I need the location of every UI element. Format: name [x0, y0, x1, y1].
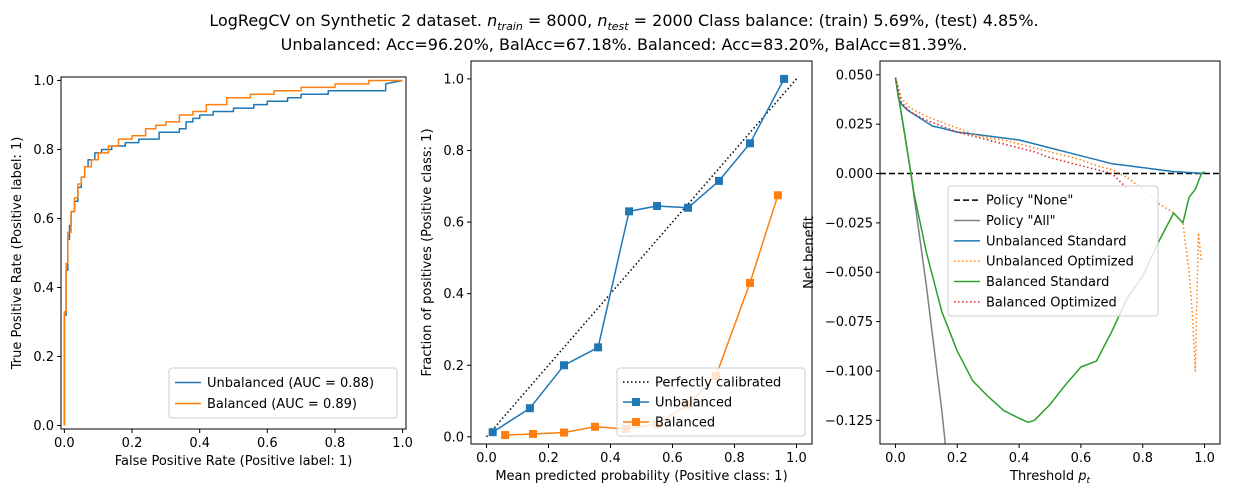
data-point-balanced — [746, 278, 754, 287]
legend-frame — [947, 185, 1159, 317]
legend-frame — [168, 367, 398, 419]
y-tick-label: 0.050 — [836, 68, 873, 83]
legend-label: Balanced Optimized — [986, 295, 1117, 310]
figure-title-line2: Unbalanced: Acc=96.20%, BalAcc=67.18%. B… — [281, 35, 968, 54]
x-tick-label: 1.0 — [1194, 451, 1215, 466]
data-point-unbalanced — [715, 176, 723, 185]
y-tick-label: 1.0 — [33, 74, 54, 89]
series-line-unbalanced-optimized — [894, 77, 1203, 372]
data-point-balanced — [501, 431, 510, 440]
x-tick-label: 0.8 — [325, 436, 346, 451]
data-point-balanced — [591, 422, 599, 431]
x-tick-label: 0.4 — [600, 451, 621, 466]
legend-label: Unbalanced Standard — [986, 234, 1126, 249]
series-line-balanced-standard — [894, 77, 1205, 424]
data-point-unbalanced — [594, 343, 603, 352]
x-axis-label: False Positive Rate (Positive label: 1) — [115, 454, 353, 469]
legend-label: Unbalanced — [655, 396, 732, 411]
y-tick-label: 0.4 — [33, 281, 54, 296]
y-tick-label: 0.025 — [836, 118, 873, 133]
x-tick-label: 0.0 — [476, 451, 497, 466]
data-point-unbalanced — [560, 361, 568, 370]
y-tick-label: 0.6 — [443, 216, 464, 231]
axes-frame — [60, 76, 407, 430]
legend-label: Unbalanced (AUC = 0.88) — [207, 376, 374, 391]
series-line-balanced-auc-0-89 — [63, 79, 403, 426]
y-tick-label: 0.4 — [443, 287, 464, 302]
data-point-unbalanced — [746, 139, 754, 148]
legend-label: Policy "All" — [986, 214, 1056, 229]
data-point-unbalanced — [488, 428, 497, 437]
y-tick-label: 0.6 — [33, 212, 54, 227]
data-point-unbalanced — [780, 74, 789, 83]
x-tick-label: 0.8 — [724, 451, 745, 466]
y-tick-label: 0.0 — [443, 430, 464, 445]
y-axis-label: True Positive Rate (Positive label: 1) — [10, 137, 25, 371]
y-tick-label: 0.8 — [33, 143, 54, 158]
figure-title-line1: LogRegCV on Synthetic 2 dataset. ntrain … — [209, 11, 1038, 33]
legend-label: Balanced (AUC = 0.89) — [207, 397, 357, 412]
x-tick-label: 0.0 — [54, 436, 75, 451]
legend: Policy "None" Policy "All" Unbalanced Stan… — [947, 185, 1159, 317]
legend-frame — [616, 367, 806, 437]
calibration-curve-panel: 0.0 0.2 0.4 0.6 0.8 1.0 0.0 0.2 0.4 0.6 0.8 1.0 Mean… — [420, 60, 813, 484]
x-tick-label: 0.4 — [1009, 451, 1030, 466]
y-tick-label: 0.8 — [443, 144, 464, 159]
x-tick-label: 0.2 — [947, 451, 968, 466]
y-axis-label: Net benefit — [802, 216, 817, 289]
x-tick-label: 0.6 — [1071, 451, 1092, 466]
y-tick-label: 0.2 — [33, 350, 54, 365]
x-tick-label: 0.6 — [662, 451, 683, 466]
x-tick-label: 0.2 — [122, 436, 143, 451]
data-point-unbalanced — [684, 203, 692, 212]
series-line-unbalanced-standard — [894, 77, 1205, 175]
legend-label: Balanced Standard — [986, 275, 1109, 290]
legend: Unbalanced (AUC = 0.88) Balanced (AUC = 0… — [168, 367, 398, 419]
legend-label: Balanced — [655, 416, 715, 431]
series-line-balanced-optimized — [894, 77, 1128, 190]
x-tick-label: 1.0 — [392, 436, 413, 451]
axes-frame — [879, 60, 1221, 445]
data-point-balanced — [560, 428, 568, 437]
data-point-unbalanced — [625, 207, 634, 216]
x-tick-label: 0.4 — [189, 436, 210, 451]
legend-marker — [632, 398, 640, 406]
data-point-balanced — [773, 191, 782, 200]
y-axis-label: Fraction of positives (Positive class: 1… — [420, 128, 435, 376]
data-point-balanced — [529, 429, 537, 438]
y-tick-label: 0.2 — [443, 359, 464, 374]
legend-label: Policy "None" — [986, 194, 1073, 209]
x-axis-label: Threshold pt — [1009, 469, 1090, 486]
y-tick-label: 0.000 — [836, 167, 873, 182]
legend-label: Unbalanced Optimized — [986, 255, 1134, 270]
data-point-unbalanced — [525, 404, 534, 413]
y-tick-label: −0.125 — [825, 414, 873, 429]
legend: Perfectly calibrated Unbalanced Balanced — [616, 367, 806, 437]
x-tick-label: 0.0 — [885, 451, 906, 466]
axes-frame — [470, 60, 813, 445]
legend-marker — [632, 418, 640, 426]
y-tick-label: −0.025 — [825, 216, 873, 231]
data-point-unbalanced — [653, 201, 661, 210]
net-benefit-panel: 0.0 0.2 0.4 0.6 0.8 1.0 0.050 0.025 0.000 −0.025 −… — [802, 60, 1221, 486]
y-tick-label: 0.0 — [33, 419, 54, 434]
roc-curve-panel: 0.0 0.2 0.4 0.6 0.8 1.0 0.0 0.2 0.4 0.6 0.8 1.0 Fals… — [10, 74, 413, 469]
legend-label: Perfectly calibrated — [655, 376, 781, 391]
y-tick-label: −0.075 — [825, 315, 873, 330]
x-tick-label: 0.2 — [538, 451, 559, 466]
x-tick-label: 1.0 — [786, 451, 807, 466]
y-tick-label: −0.100 — [825, 364, 873, 379]
x-tick-label: 0.6 — [257, 436, 278, 451]
y-tick-label: −0.050 — [825, 266, 873, 281]
plot-area — [63, 79, 403, 426]
x-axis-label: Mean predicted probability (Positive cla… — [495, 469, 787, 484]
series-line-perfectly-calibrated — [485, 78, 798, 438]
series-line-unbalanced — [492, 78, 785, 433]
x-tick-label: 0.8 — [1132, 451, 1153, 466]
plot-area — [880, 77, 1220, 444]
y-tick-label: 1.0 — [443, 72, 464, 87]
